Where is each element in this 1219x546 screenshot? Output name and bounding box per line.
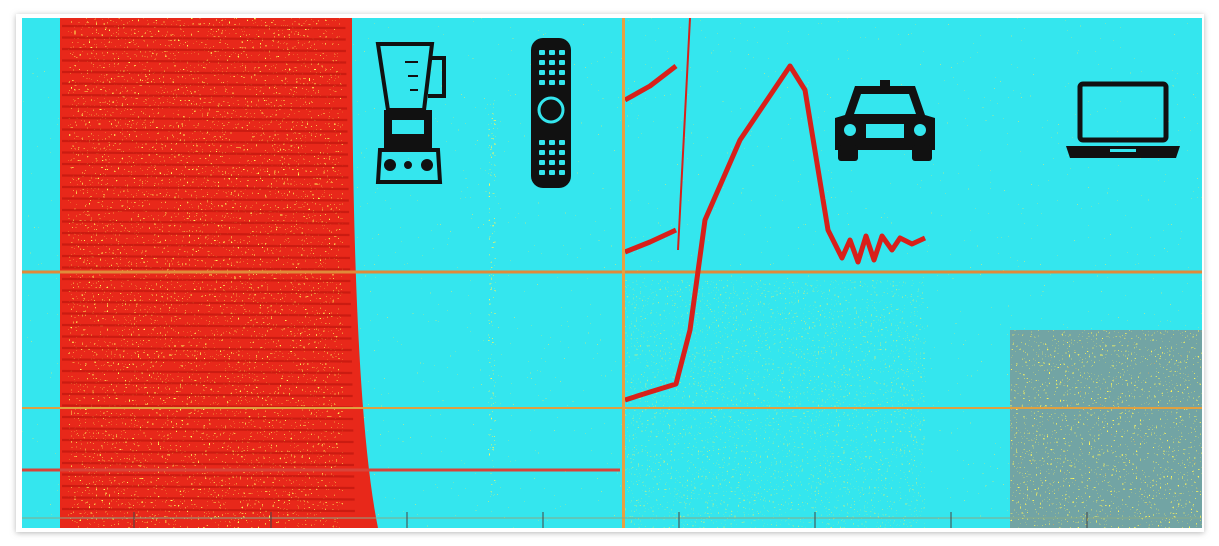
remote-key: [549, 50, 555, 55]
remote-key: [549, 60, 555, 65]
remote-key: [539, 160, 545, 165]
remote-key: [549, 140, 555, 145]
remote-key: [549, 80, 555, 85]
remote-key: [559, 50, 565, 55]
remote-key: [549, 70, 555, 75]
remote-key: [559, 170, 565, 175]
remote-line: [488, 100, 496, 500]
remote-key: [559, 140, 565, 145]
remote-key: [539, 60, 545, 65]
page: (() => { const svg = document.getElement…: [0, 0, 1219, 546]
remote-key: [559, 60, 565, 65]
remote-key: [539, 140, 545, 145]
remote-key: [559, 80, 565, 85]
spectrogram: [22, 18, 1202, 528]
remote-key: [549, 150, 555, 155]
remote-key: [539, 80, 545, 85]
remote-key: [539, 170, 545, 175]
remote-key: [559, 70, 565, 75]
remote-key: [549, 170, 555, 175]
spectrogram-figure: [0, 0, 1219, 546]
remote-key: [559, 150, 565, 155]
laptop-noise: [1010, 330, 1202, 528]
remote-key: [539, 50, 545, 55]
remote-key: [559, 160, 565, 165]
edge: [622, 18, 625, 528]
remote-key: [539, 150, 545, 155]
car-noise: [622, 280, 925, 528]
remote-icon: [531, 38, 571, 188]
remote-key: [549, 160, 555, 165]
remote-key: [539, 70, 545, 75]
